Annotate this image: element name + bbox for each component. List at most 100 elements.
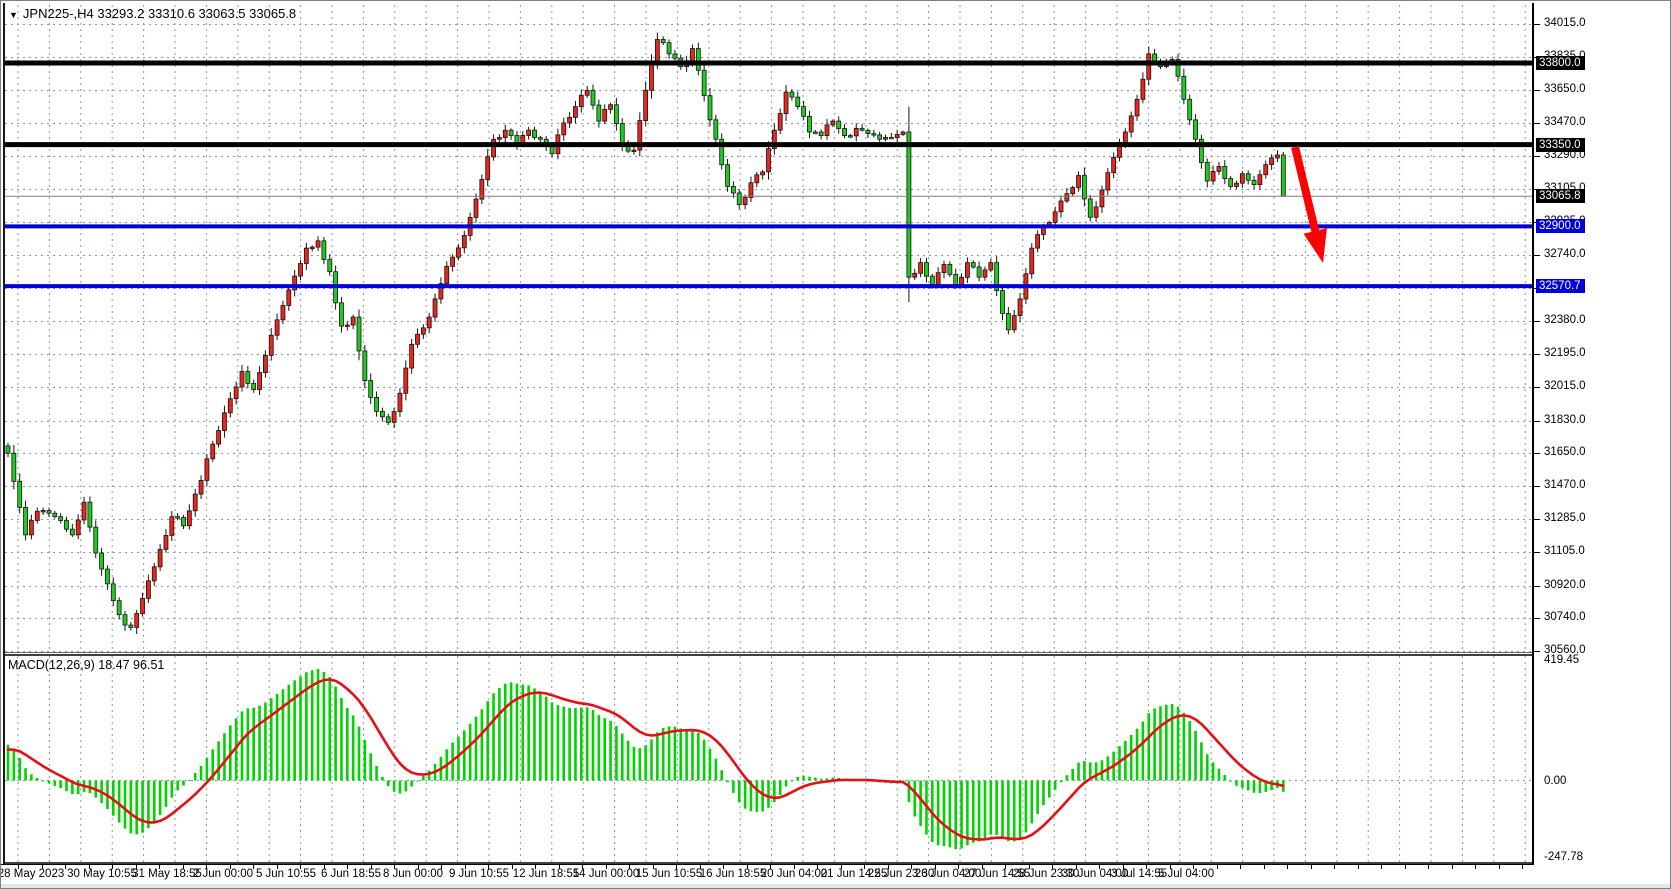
time-tick-mark	[135, 865, 137, 869]
time-tick-label: 27 Jun 14:55	[963, 868, 1031, 880]
time-tick-label: 3 Jul 14:55	[1110, 868, 1168, 880]
price-axis-separator	[1532, 3, 1534, 864]
macd-grid-lines	[17, 656, 1526, 862]
time-tick-mark	[1193, 865, 1194, 869]
time-tick-mark	[347, 865, 348, 869]
time-tick-mark	[1146, 865, 1147, 869]
time-tick-mark	[394, 865, 395, 869]
time-tick-mark	[182, 865, 184, 869]
price-tick-mark	[1534, 255, 1540, 256]
price-tick-mark	[1534, 90, 1540, 91]
chart-title: ▼ JPN225-,H4 33293.2 33310.6 33063.5 3306…	[9, 6, 296, 21]
time-tick-label: 2 Jun 00:00	[192, 868, 254, 880]
time-tick-mark	[488, 865, 489, 869]
time-tick-mark	[1028, 865, 1030, 869]
time-tick-mark	[723, 865, 724, 869]
price-tick-mark	[1534, 486, 1540, 487]
time-tick-label: 30 Jun 04:00	[1061, 868, 1129, 880]
macd-axis-label: 0.00	[1544, 774, 1567, 787]
time-tick-mark	[229, 865, 231, 869]
time-tick-label: 9 Jun 10:55	[448, 868, 510, 880]
macd-histogram	[6, 669, 1285, 849]
time-tick-mark	[676, 865, 677, 869]
chart-left-border	[3, 3, 5, 864]
time-tick-mark	[817, 865, 818, 869]
time-tick-mark	[112, 865, 113, 869]
macd-indicator-canvas[interactable]	[1, 654, 1534, 864]
price-tick-mark	[1534, 421, 1540, 422]
time-tick-mark	[934, 865, 936, 869]
price-tick-mark	[1534, 453, 1540, 454]
time-tick-mark	[323, 865, 325, 869]
price-tick-label: 32015.0	[1544, 379, 1586, 392]
time-tick-label: 28 May 2023	[0, 868, 65, 880]
time-tick-mark	[206, 865, 207, 869]
time-tick-mark	[1240, 865, 1241, 869]
price-tick-mark	[1534, 156, 1540, 157]
time-tick-label: 21 Jun 14:55	[820, 868, 888, 880]
price-tick-mark	[1534, 387, 1540, 388]
time-tick-label: 30 May 10:55	[67, 868, 137, 880]
time-tick-mark	[1169, 865, 1171, 869]
time-tick-mark	[1075, 865, 1077, 869]
time-tick-mark	[1381, 865, 1382, 869]
time-tick-mark	[1052, 865, 1053, 869]
macd-signal-line	[6, 678, 1285, 841]
price-tick-mark	[1534, 552, 1540, 553]
price-tick-mark	[1534, 123, 1540, 124]
chevron-down-icon[interactable]: ▼	[9, 10, 18, 20]
time-tick-label: 5 Jun 10:55	[255, 868, 317, 880]
time-tick-mark	[887, 865, 889, 869]
time-tick-mark	[981, 865, 983, 869]
time-tick-mark	[699, 865, 701, 869]
time-tick-mark	[558, 865, 560, 869]
time-tick-mark	[629, 865, 630, 869]
symbol-ohlc-text: JPN225-,H4 33293.2 33310.6 33063.5 33065…	[22, 6, 297, 21]
time-tick-mark	[370, 865, 372, 869]
horizontal-level-lines[interactable]	[5, 60, 1532, 289]
time-tick-label: 31 May 18:55	[132, 868, 202, 880]
macd-axis-label: -247.78	[1544, 851, 1584, 864]
time-tick-mark	[958, 865, 959, 869]
time-tick-mark	[770, 865, 771, 869]
time-tick-mark	[1428, 865, 1429, 869]
time-tick-mark	[1404, 865, 1406, 869]
price-chart-canvas[interactable]	[1, 1, 1534, 654]
down-arrow-annotation[interactable]	[1291, 146, 1327, 263]
time-tick-mark	[1005, 865, 1006, 869]
time-tick-mark	[793, 865, 795, 869]
time-tick-label: 6 Jun 18:55	[320, 868, 382, 880]
level-price-label: 33350.0	[1536, 137, 1585, 152]
price-tick-mark	[1534, 586, 1540, 587]
level-price-label: 33800.0	[1536, 56, 1585, 71]
time-tick-label: 20 Jun 04:00	[760, 868, 828, 880]
time-tick-label: 5 Jul 04:00	[1157, 868, 1215, 880]
time-tick-mark	[1099, 865, 1100, 869]
time-tick-label: 22 Jun 23:30	[867, 868, 935, 880]
time-tick-mark	[1216, 865, 1218, 869]
price-tick-mark	[1534, 24, 1540, 25]
price-axis[interactable]: 34015.033835.033650.033470.033290.033105…	[1534, 1, 1670, 883]
time-axis[interactable]: 28 May 2023 30 May 10:55 31 May 18:55 2 Jun…	[1, 864, 1534, 884]
macd-axis-label: 419.45	[1544, 654, 1580, 666]
time-tick-mark	[511, 865, 513, 869]
grid-lines	[5, 5, 1532, 652]
time-tick-mark	[582, 865, 583, 869]
price-tick-label: 31470.0	[1544, 478, 1586, 491]
time-tick-mark	[746, 865, 748, 869]
price-tick-label: 30920.0	[1544, 578, 1586, 591]
time-tick-mark	[417, 865, 419, 869]
price-tick-label: 31105.0	[1544, 545, 1585, 558]
candlesticks[interactable]	[5, 32, 1286, 635]
time-tick-mark	[18, 865, 19, 869]
time-tick-mark	[1475, 865, 1476, 869]
price-tick-mark	[1534, 618, 1540, 619]
price-tick-label: 31650.0	[1544, 446, 1586, 459]
price-tick-label: 32740.0	[1544, 248, 1586, 261]
price-tick-label: 30740.0	[1544, 611, 1586, 624]
level-price-label: 32570.7	[1536, 279, 1585, 294]
time-tick-mark	[1522, 865, 1523, 869]
time-tick-mark	[159, 865, 160, 869]
time-tick-label: 16 Jun 18:55	[699, 868, 767, 880]
